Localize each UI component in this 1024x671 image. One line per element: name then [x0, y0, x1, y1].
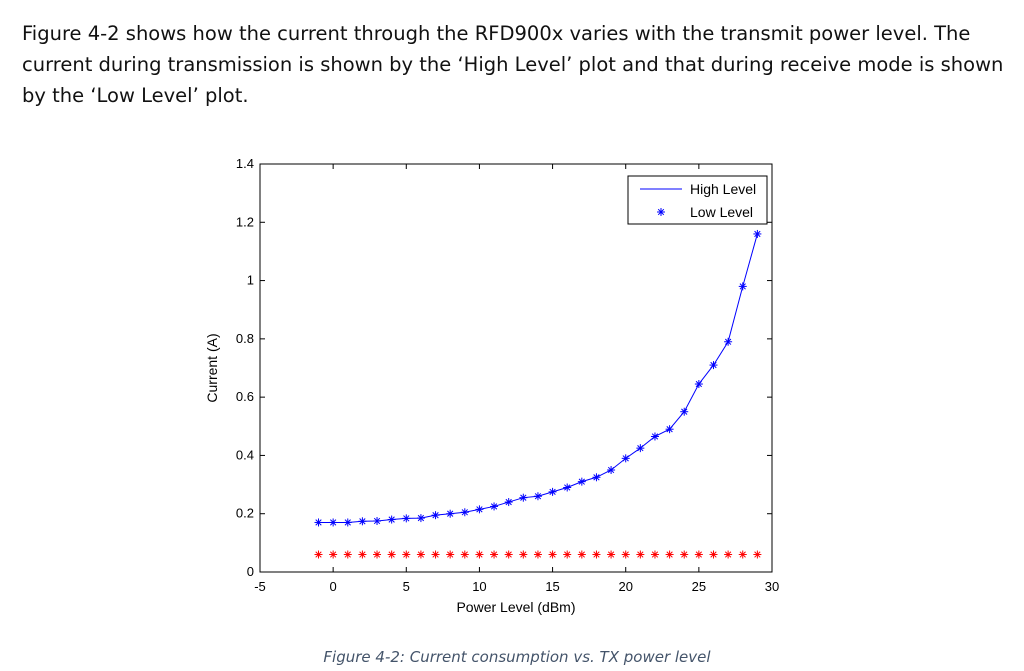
y-tick-label: 0.8: [236, 331, 254, 346]
data-point-marker: [387, 515, 396, 524]
data-point-marker: [504, 498, 513, 507]
data-point-marker: [753, 550, 762, 559]
series-low-level: [314, 550, 762, 559]
data-point-marker: [475, 550, 484, 559]
data-point-marker: [548, 487, 557, 496]
data-point-marker: [343, 550, 352, 559]
x-tick-label: 5: [403, 579, 410, 594]
data-point-marker: [621, 454, 630, 463]
data-point-marker: [314, 518, 323, 527]
data-point-marker: [431, 550, 440, 559]
y-tick-label: 0.4: [236, 447, 254, 462]
current-vs-power-chart: -5 0 5 10 15 20 25 30 00.20.40.60.811.21.4 Powe…: [204, 156, 779, 615]
legend: High Level Low Level: [627, 175, 768, 225]
data-point-marker: [358, 550, 367, 559]
y-ticks: 0 0.2 0.4 0.6 0.8 1 1.2 1.4: [236, 156, 772, 579]
y-tick-label: 0: [247, 564, 254, 579]
data-point-marker: [402, 550, 411, 559]
data-point-marker: [738, 282, 747, 291]
data-point-marker: [387, 550, 396, 559]
legend-low-marker: [657, 208, 665, 216]
y-tick-label: 0.2: [236, 506, 254, 521]
data-point-marker: [533, 550, 542, 559]
figure-caption: Figure 4-2: Current consumption vs. TX p…: [323, 648, 711, 666]
data-point-marker: [460, 550, 469, 559]
data-point-marker: [490, 502, 499, 511]
data-point-marker: [504, 550, 513, 559]
data-point-marker: [548, 550, 557, 559]
series-layer: [314, 229, 762, 559]
x-tick-label: 30: [765, 579, 779, 594]
series-high-level: [314, 229, 762, 527]
x-tick-label: 25: [692, 579, 706, 594]
data-point-marker: [475, 505, 484, 514]
x-tick-label: 0: [330, 579, 337, 594]
data-point-marker: [680, 407, 689, 416]
y-tick-label: 1.4: [236, 156, 254, 171]
data-point-marker: [416, 550, 425, 559]
data-point-marker: [343, 518, 352, 527]
y-tick-label: 0.6: [236, 389, 254, 404]
data-point-marker: [519, 493, 528, 502]
data-point-marker: [607, 466, 616, 474]
data-point-marker: [694, 550, 703, 559]
data-point-marker: [709, 361, 718, 370]
data-point-marker: [373, 517, 382, 525]
data-point-marker: [460, 508, 469, 517]
data-point-marker: [329, 518, 338, 527]
legend-low-star-icon: [657, 208, 665, 216]
data-point-marker: [592, 550, 601, 559]
data-point-marker: [665, 550, 674, 559]
data-point-marker: [402, 514, 411, 523]
data-point-marker: [650, 432, 659, 441]
y-tick-label: 1.2: [236, 214, 254, 229]
data-point-marker: [607, 550, 616, 559]
data-point-marker: [636, 444, 645, 453]
data-point-marker: [709, 550, 718, 559]
data-point-marker: [490, 550, 499, 559]
legend-box: [627, 175, 768, 225]
data-point-marker: [680, 550, 689, 559]
x-tick-label: 15: [545, 579, 559, 594]
data-point-marker: [373, 550, 382, 559]
data-point-marker: [621, 550, 630, 559]
x-axis-label: Power Level (dBm): [456, 599, 575, 615]
data-point-marker: [724, 337, 733, 346]
data-point-marker: [446, 509, 455, 518]
x-tick-label: -5: [254, 579, 266, 594]
data-point-marker: [753, 229, 762, 238]
data-point-marker: [358, 517, 367, 526]
legend-low-label: Low Level: [690, 204, 753, 220]
x-tick-label: 20: [618, 579, 632, 594]
x-tick-label: 10: [472, 579, 486, 594]
data-point-marker: [577, 550, 586, 559]
data-point-marker: [446, 550, 455, 559]
data-point-marker: [519, 550, 528, 559]
data-point-marker: [665, 425, 674, 434]
y-tick-label: 1: [247, 273, 254, 288]
legend-high-label: High Level: [690, 181, 756, 197]
data-point-marker: [738, 550, 747, 559]
data-point-marker: [636, 550, 645, 559]
intro-paragraph: Figure 4-2 shows how the current through…: [22, 22, 1004, 107]
plot-area: [259, 163, 773, 573]
x-ticks: -5 0 5 10 15 20 25 30: [254, 164, 779, 594]
data-point-marker: [329, 550, 338, 559]
data-point-marker: [577, 477, 586, 486]
data-point-marker: [724, 550, 733, 559]
data-point-marker: [694, 380, 703, 389]
data-point-marker: [416, 514, 425, 523]
data-point-marker: [650, 550, 659, 559]
data-point-marker: [563, 550, 572, 559]
data-point-marker: [533, 492, 542, 501]
data-point-marker: [592, 473, 601, 482]
data-point-marker: [314, 550, 323, 559]
data-point-marker: [431, 511, 440, 520]
y-axis-label: Current (A): [204, 333, 220, 402]
data-point-marker: [563, 483, 572, 492]
